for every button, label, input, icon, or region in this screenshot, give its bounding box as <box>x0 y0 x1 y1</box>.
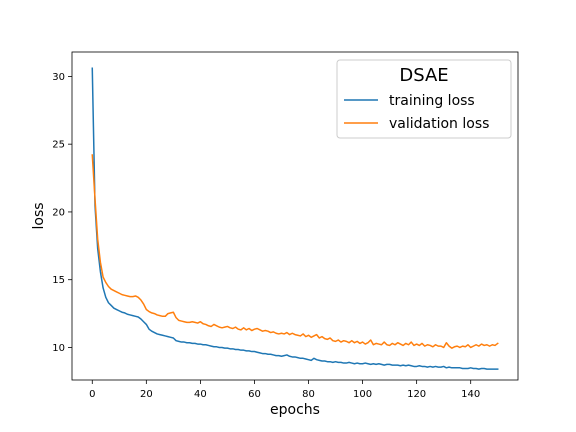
y-axis-label: loss <box>31 202 47 229</box>
series-layer <box>91 67 499 370</box>
y-tick-label: 10 <box>52 343 65 354</box>
y-tick-label: 30 <box>52 72 65 83</box>
x-tick-label: 100 <box>353 389 372 400</box>
x-tick-label: 40 <box>194 389 207 400</box>
y-tick-label: 20 <box>52 207 65 218</box>
series-line-validation-loss <box>91 154 499 349</box>
y-tick-label: 25 <box>52 140 65 151</box>
legend-label-validation-loss: validation loss <box>389 116 489 132</box>
legend-title: DSAE <box>399 65 448 86</box>
y-tick-label: 15 <box>52 275 65 286</box>
y-axis-ticks: 10 15 20 25 30 <box>52 72 72 354</box>
x-tick-label: 80 <box>302 389 315 400</box>
x-axis-label: epochs <box>270 402 320 418</box>
x-tick-label: 120 <box>407 389 426 400</box>
x-tick-label: 60 <box>248 389 261 400</box>
legend-label-training-loss: training loss <box>389 93 475 109</box>
x-axis-ticks: 0 20 40 60 80 100 120 140 <box>89 380 480 400</box>
x-tick-label: 20 <box>140 389 153 400</box>
legend: DSAE training loss validation loss <box>336 59 512 139</box>
plot-area <box>71 51 519 381</box>
x-tick-label: 0 <box>89 389 95 400</box>
series-line-training-loss <box>91 67 499 370</box>
legend-frame <box>336 59 512 139</box>
x-tick-label: 140 <box>461 389 480 400</box>
axes-frame <box>71 51 519 381</box>
